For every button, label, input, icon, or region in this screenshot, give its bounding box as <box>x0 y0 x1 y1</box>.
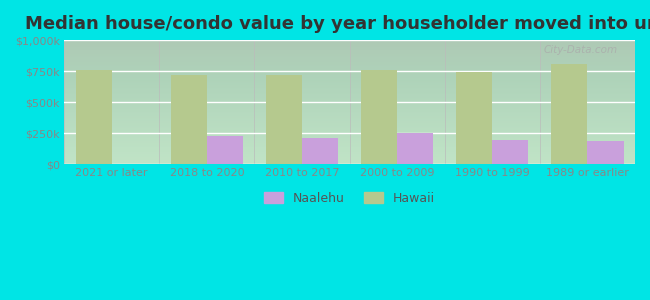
Bar <box>492 140 528 164</box>
Title: Median house/condo value by year householder moved into unit: Median house/condo value by year househo… <box>25 15 650 33</box>
Bar <box>302 137 338 164</box>
Bar <box>397 133 434 164</box>
Bar <box>266 76 302 164</box>
Legend: Naalehu, Hawaii: Naalehu, Hawaii <box>259 187 439 210</box>
Bar <box>588 141 623 164</box>
Bar <box>551 64 588 164</box>
Text: City-Data.com: City-Data.com <box>544 45 618 55</box>
Bar <box>456 72 492 164</box>
Bar <box>361 70 397 164</box>
Bar <box>171 76 207 164</box>
Bar <box>75 70 112 164</box>
Bar <box>207 136 243 164</box>
